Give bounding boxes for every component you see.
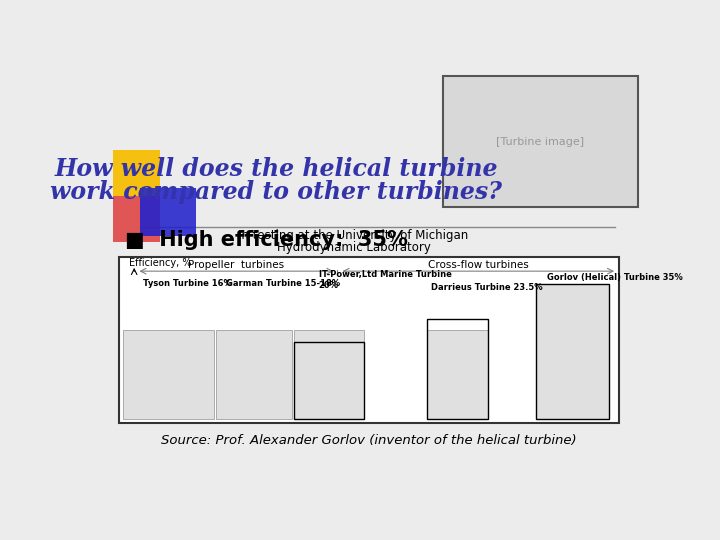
Text: Cross-flow turbines: Cross-flow turbines [428, 260, 528, 269]
Bar [122, 330, 214, 419]
Bar [536, 284, 609, 419]
Bar [113, 150, 160, 195]
Text: Source: Prof. Alexander Gorlov (inventor of the helical turbine): Source: Prof. Alexander Gorlov (inventor… [161, 434, 577, 447]
Bar [427, 330, 487, 419]
Text: Gorlov (Helical) Turbine 35%: Gorlov (Helical) Turbine 35% [547, 273, 683, 282]
Bar [294, 342, 364, 419]
Bar [427, 319, 487, 419]
Text: ■  High efficiency:  35%: ■ High efficiency: 35% [125, 231, 408, 251]
Text: Garman Turbine 15-18%: Garman Turbine 15-18% [225, 279, 340, 288]
Text: How well does the helical turbine: How well does the helical turbine [54, 157, 498, 181]
Bar [140, 188, 196, 236]
Bar [120, 257, 619, 423]
Text: Tyson Turbine 16%: Tyson Turbine 16% [143, 279, 232, 288]
Bar [536, 284, 609, 419]
Text: In testing at the University of Michigan: In testing at the University of Michigan [238, 230, 469, 242]
Text: Darrieus Turbine 23.5%: Darrieus Turbine 23.5% [431, 283, 543, 292]
Bar [443, 76, 638, 207]
Text: [Turbine image]: [Turbine image] [496, 137, 585, 147]
Text: Propeller  turbines: Propeller turbines [189, 260, 284, 269]
Bar [113, 195, 160, 242]
Text: IT-Power,Ltd Marine Turbine
20%: IT-Power,Ltd Marine Turbine 20% [319, 270, 451, 289]
Bar [216, 330, 292, 419]
Text: work compared to other turbines?: work compared to other turbines? [50, 180, 502, 204]
Text: Efficiency, %: Efficiency, % [129, 258, 192, 268]
Bar [294, 330, 364, 419]
Text: Hydrodynamic Laboratory: Hydrodynamic Laboratory [276, 241, 431, 254]
